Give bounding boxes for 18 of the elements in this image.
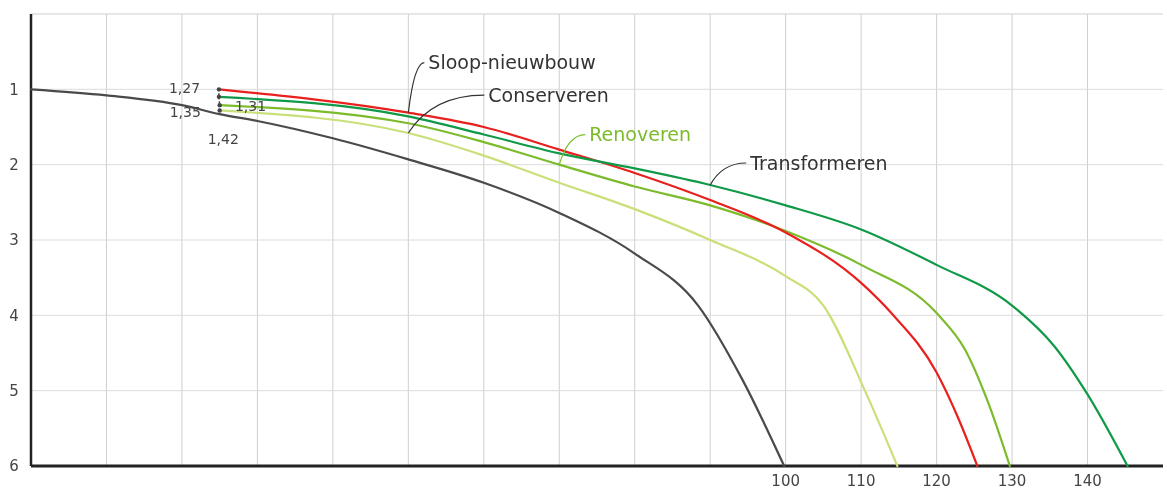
x-tick-label: 120 bbox=[922, 472, 951, 490]
series-label: Renoveren bbox=[589, 123, 692, 146]
annotation: 1,35 bbox=[169, 104, 201, 121]
y-tick-label: 1 bbox=[9, 80, 19, 99]
x-tick-label: 140 bbox=[1073, 472, 1102, 490]
y-tick-label: 4 bbox=[9, 306, 19, 325]
x-tick-label: 110 bbox=[846, 472, 876, 490]
text: Conserveren bbox=[488, 83, 609, 106]
y-tick-label: 6 bbox=[9, 457, 19, 476]
y-tick-label: 5 bbox=[9, 381, 19, 400]
x-tick-label: 100 bbox=[771, 472, 800, 490]
y-tick-label: 3 bbox=[9, 231, 19, 250]
annotation: 1,42 bbox=[207, 131, 239, 148]
y-tick-label: 2 bbox=[9, 155, 19, 174]
text: Sloop-nieuwbouw bbox=[428, 51, 596, 74]
annotation: 1,27 bbox=[168, 80, 201, 97]
x-tick-label: 130 bbox=[997, 472, 1027, 490]
series-label: Transformeren bbox=[749, 151, 888, 174]
